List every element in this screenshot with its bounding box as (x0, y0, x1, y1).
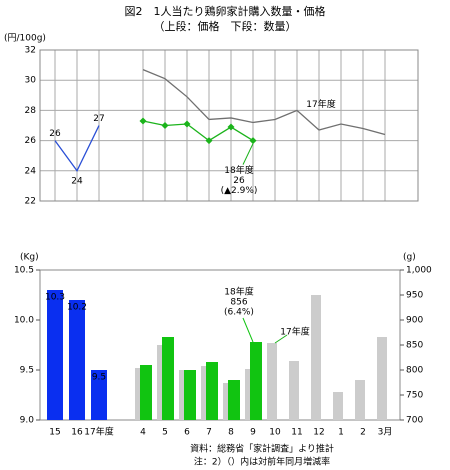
annotation: 17年度 (280, 326, 309, 338)
x-tick-label: 5 (162, 428, 168, 438)
note: 注：2）（）内は対前年同月増減率 (194, 456, 330, 468)
annotation: 18年度 (224, 164, 253, 176)
x-tick-label: 15 (49, 428, 60, 438)
x-tick-label: 3月 (378, 427, 393, 438)
y2-tick-label: 950 (406, 291, 423, 301)
annotation: 856 (230, 298, 247, 308)
leader-line (242, 143, 254, 165)
y2-tick-label: 900 (406, 316, 423, 326)
bar (162, 337, 174, 420)
note: 資料：総務省「家計調査」より推計 (190, 443, 334, 455)
y2-tick-label: 750 (406, 391, 423, 401)
marker (249, 137, 257, 145)
annotation: 26 (233, 176, 245, 186)
x-tick-label: 8 (228, 428, 234, 438)
bar (69, 300, 85, 420)
annotation: (6.4%) (224, 308, 254, 318)
x-tick-label: 7 (206, 428, 212, 438)
bar (47, 290, 63, 420)
y2-axis-label: (g) (403, 253, 416, 263)
marker (139, 117, 147, 125)
y-tick-label: 32 (25, 46, 36, 56)
annotation: 17年度 (306, 98, 335, 110)
y-tick-label: 22 (25, 197, 36, 207)
x-tick-label: 2 (360, 428, 366, 438)
y-tick-label: 24 (25, 166, 37, 176)
bar (140, 365, 152, 420)
y-tick-label: 10.0 (14, 316, 34, 326)
y2-tick-label: 700 (406, 416, 423, 426)
y2-tick-label: 1,000 (406, 266, 432, 276)
bar (377, 337, 387, 420)
y-tick-label: 10.5 (14, 266, 34, 276)
y-axis-label: (Kg) (20, 253, 39, 263)
x-tick-label: 4 (140, 428, 146, 438)
x-tick-label: 11 (291, 428, 302, 438)
bar (289, 361, 299, 420)
bar (333, 392, 343, 420)
plot-frame (39, 49, 419, 202)
x-tick-label: 12 (313, 428, 324, 438)
y-axis-label: (円/100g) (4, 33, 46, 44)
x-tick-label: 17年度 (84, 426, 113, 438)
line-series (54, 125, 100, 173)
bar (91, 370, 107, 420)
x-tick-label: 10 (269, 428, 281, 438)
y-tick-label: 26 (25, 136, 37, 146)
chart-title: 図2 1人当たり鶏卵家計購入数量・価格 (125, 4, 326, 18)
y-tick-label: 28 (25, 106, 37, 116)
data-label: 10.3 (45, 293, 65, 303)
data-label: 27 (93, 114, 104, 124)
y-tick-label: 9.0 (20, 416, 35, 426)
data-label: 26 (49, 129, 61, 139)
bar (184, 370, 196, 420)
leader-line (274, 334, 288, 344)
x-tick-label: 6 (184, 428, 190, 438)
chart-subtitle: （上段：価格 下段：数量） (154, 19, 297, 33)
line-series (142, 69, 386, 136)
y-tick-label: 30 (25, 76, 37, 86)
line-series (142, 120, 254, 142)
bar (311, 295, 321, 420)
bar (228, 380, 240, 420)
marker (183, 120, 191, 128)
y-tick-label: 9.5 (20, 366, 34, 376)
annotation: (▲2.9%) (221, 186, 258, 196)
data-label: 24 (71, 176, 83, 186)
y2-tick-label: 850 (406, 341, 423, 351)
y2-tick-label: 800 (406, 366, 423, 376)
x-tick-label: 16 (71, 428, 83, 438)
marker (227, 123, 235, 131)
leader-line (242, 317, 254, 343)
x-tick-label: 9 (250, 428, 256, 438)
bar (206, 362, 218, 420)
data-label: 9.5 (92, 373, 106, 383)
annotation: 18年度 (224, 286, 253, 298)
bar (250, 342, 262, 420)
marker (161, 122, 169, 129)
x-tick-label: 1 (338, 428, 344, 438)
data-label: 10.2 (67, 303, 87, 313)
bar (267, 343, 277, 420)
marker (205, 137, 213, 145)
bar (355, 380, 365, 420)
